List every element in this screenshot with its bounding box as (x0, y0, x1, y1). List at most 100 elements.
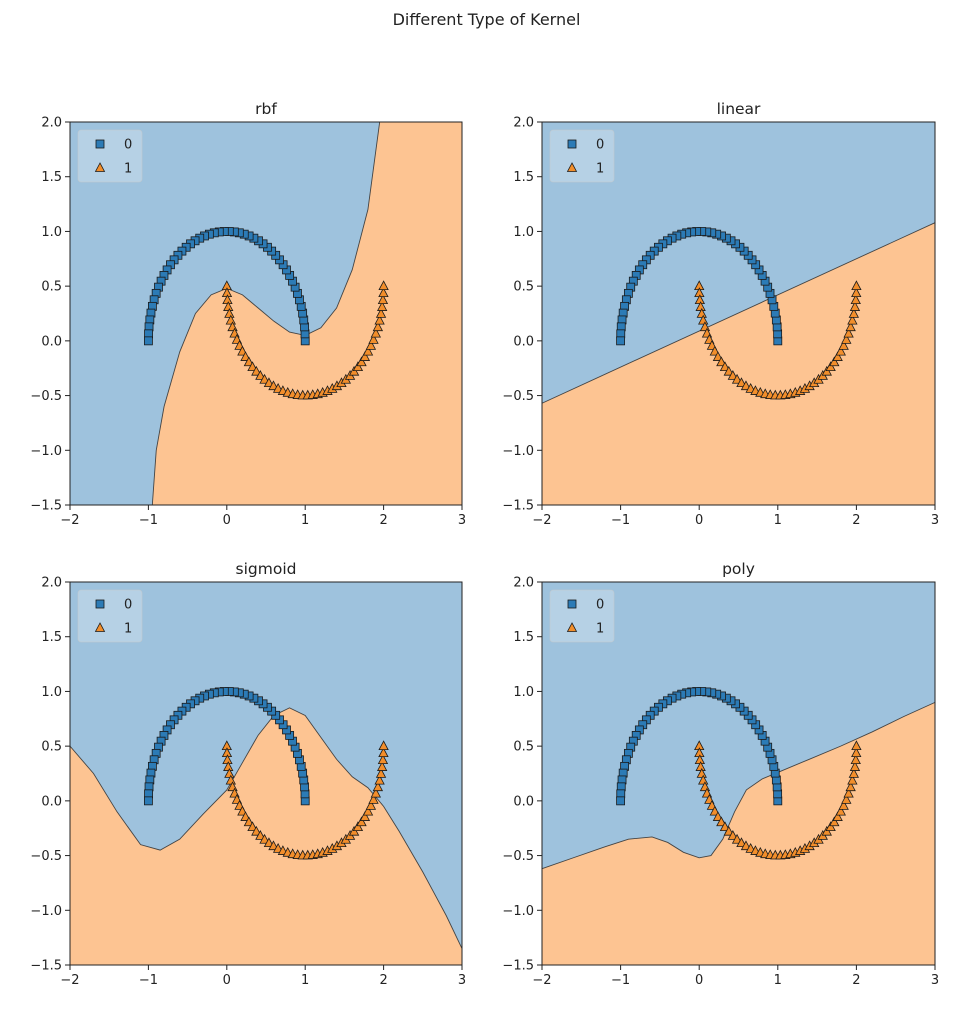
point-class-1 (843, 327, 854, 338)
point-class-1 (845, 321, 856, 332)
legend-marker-square (567, 599, 577, 609)
panel-sigmoid: −2 −1 0 1 2 3−1.5−1.0−0.50.00.51.01.52.0sigmo… (30, 560, 466, 988)
x-tick-label: 2 (379, 973, 387, 988)
x-tick-label: −2 (60, 513, 79, 528)
point-class-1 (247, 821, 258, 832)
point-class-1 (251, 825, 262, 836)
x-tick-label: 3 (931, 513, 939, 528)
point-class-1 (263, 837, 275, 848)
y-tick-label: 0.0 (41, 794, 62, 809)
point-class-1 (723, 365, 734, 376)
point-class-1 (225, 774, 236, 785)
legend-label: 0 (596, 598, 604, 613)
point-class-1 (849, 761, 861, 771)
point-class-1 (247, 361, 258, 372)
point-class-1 (829, 356, 840, 367)
legend-marker-triangle (566, 162, 578, 172)
y-tick-label: −1.0 (30, 444, 62, 459)
point-class-1 (727, 370, 738, 380)
panel-linear: −2 −1 0 1 2 3−1.5−1.0−0.50.00.51.01.52.0linea… (502, 100, 939, 528)
point-class-1 (696, 768, 707, 778)
x-tick-label: 1 (774, 973, 782, 988)
point-class-1 (263, 377, 275, 388)
axes-frame (541, 121, 936, 506)
point-class-1 (825, 361, 836, 372)
point-class-1 (359, 351, 371, 361)
y-tick-label: 1.5 (513, 630, 534, 645)
legend-box (549, 129, 615, 183)
y-tick-label: 0.5 (513, 740, 534, 755)
legend: 01 (77, 589, 143, 643)
decision-boundary (69, 707, 463, 949)
point-class-1 (841, 333, 852, 344)
point-class-1 (225, 314, 236, 325)
y-tick-label: −1.5 (30, 499, 62, 514)
region-class-0 (542, 582, 935, 869)
legend-marker-triangle (566, 622, 578, 632)
point-class-1 (698, 774, 709, 785)
legend-label: 0 (124, 598, 132, 613)
point-class-1 (851, 287, 862, 298)
point-class-1 (375, 768, 387, 778)
point-class-1 (362, 345, 374, 356)
legend-label: 0 (596, 138, 604, 153)
legend-label: 1 (596, 162, 604, 177)
x-tick-label: 0 (223, 973, 231, 988)
legend-marker-square (95, 139, 105, 149)
point-class-1 (843, 787, 854, 798)
point-class-1 (851, 740, 862, 751)
legend-marker-triangle (94, 162, 106, 172)
x-tick-label: −1 (611, 513, 630, 528)
y-tick-label: 1.0 (41, 225, 62, 240)
point-class-0 (143, 796, 153, 806)
point-class-1 (370, 787, 382, 798)
point-class-1 (374, 314, 385, 325)
point-class-1 (849, 301, 861, 311)
point-class-1 (841, 793, 852, 804)
point-class-1 (251, 365, 262, 376)
x-tick-label: 1 (774, 513, 782, 528)
point-class-1 (352, 361, 364, 372)
panel-title: sigmoid (236, 560, 297, 578)
x-tick-label: 2 (852, 513, 860, 528)
figure-title: Different Type of Kernel (392, 10, 581, 29)
point-class-1 (356, 356, 367, 367)
y-tick-label: −0.5 (30, 389, 62, 404)
point-class-1 (372, 321, 384, 332)
y-tick-label: 2.0 (513, 576, 534, 591)
point-class-1 (850, 754, 861, 765)
point-class-1 (712, 811, 724, 821)
legend-marker-square (567, 139, 577, 149)
point-class-1 (848, 768, 859, 778)
point-class-1 (829, 816, 840, 827)
x-tick-label: 1 (301, 513, 309, 528)
legend: 01 (549, 129, 615, 183)
x-tick-label: −2 (60, 973, 79, 988)
y-tick-label: 2.0 (41, 116, 62, 131)
point-class-1 (377, 754, 389, 765)
point-class-1 (736, 837, 747, 848)
legend-label: 1 (124, 162, 132, 177)
point-class-1 (736, 377, 747, 388)
region-class-0 (70, 122, 380, 505)
decision-boundary (541, 222, 936, 404)
x-tick-label: −2 (532, 513, 551, 528)
y-tick-label: 0.0 (41, 334, 62, 349)
point-class-1 (838, 339, 849, 350)
point-class-1 (850, 294, 861, 305)
point-class-0 (616, 336, 625, 346)
y-tick-label: 1.0 (41, 685, 62, 700)
y-tick-label: 1.5 (41, 170, 62, 185)
legend-label: 1 (596, 622, 604, 637)
point-class-0 (143, 336, 153, 346)
point-class-1 (696, 308, 707, 318)
point-class-1 (243, 356, 255, 367)
y-tick-label: −0.5 (502, 849, 534, 864)
legend-marker-square (95, 599, 105, 609)
y-tick-label: 1.5 (41, 630, 62, 645)
panel-title: linear (717, 100, 761, 118)
point-class-1 (845, 781, 856, 792)
panel-title: rbf (255, 100, 277, 118)
point-class-1 (378, 740, 389, 751)
x-tick-label: 0 (695, 513, 703, 528)
